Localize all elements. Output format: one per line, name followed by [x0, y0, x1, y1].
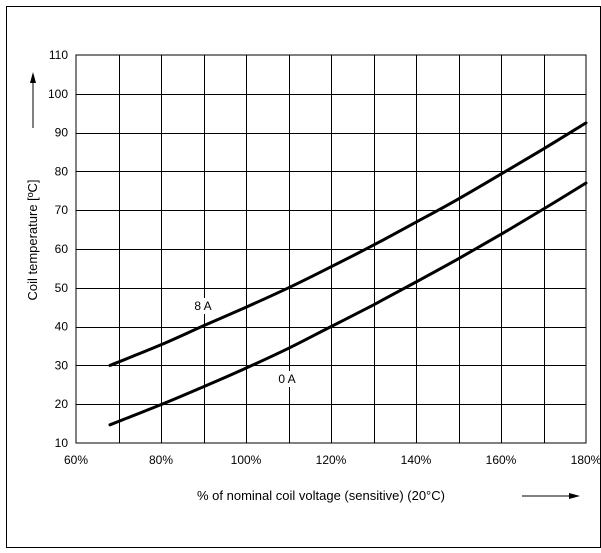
- series: [108, 121, 588, 427]
- series-labels: 8 A 0 A: [187, 298, 303, 387]
- series-label: 0 A: [278, 372, 295, 386]
- series-line: [108, 181, 588, 427]
- y-tick-label: 110: [49, 48, 68, 62]
- x-tick-label: 80%: [149, 453, 173, 467]
- x-axis-arrow: [522, 493, 580, 499]
- plot-area-border: [75, 54, 587, 444]
- y-tick-label: 90: [55, 126, 69, 140]
- x-tick-label: 160%: [486, 453, 517, 467]
- y-tick-label: 10: [55, 436, 69, 450]
- x-tick-label: 140%: [401, 453, 432, 467]
- series-label-bg: [271, 371, 303, 387]
- y-axis-label: Coil temperature [ºC]: [25, 179, 40, 300]
- y-tick-label: 40: [55, 320, 69, 334]
- grid: [76, 55, 586, 443]
- y-tick-label: 60: [55, 242, 69, 256]
- x-tick-label: 120%: [316, 453, 347, 467]
- y-tick-label: 20: [55, 397, 69, 411]
- y-tick-label: 100: [48, 87, 68, 101]
- y-tick-label: 80: [55, 164, 69, 178]
- y-tick-label: 30: [55, 358, 69, 372]
- series-label-bg: [187, 298, 219, 314]
- x-tick-label: 180%: [571, 453, 601, 467]
- series-line: [108, 121, 588, 367]
- x-tick-label: 100%: [231, 453, 262, 467]
- x-tick-label: 60%: [64, 453, 88, 467]
- x-axis-label: % of nominal coil voltage (sensitive) (2…: [197, 488, 445, 503]
- y-axis-arrow: [30, 72, 36, 128]
- y-tick-label: 70: [55, 203, 69, 217]
- tick-labels: 60% 80% 100% 120% 140% 160% 180% 10 20 30 40 50 60 70…: [48, 48, 601, 467]
- y-tick-label: 50: [55, 281, 69, 295]
- series-label: 8 A: [194, 299, 211, 313]
